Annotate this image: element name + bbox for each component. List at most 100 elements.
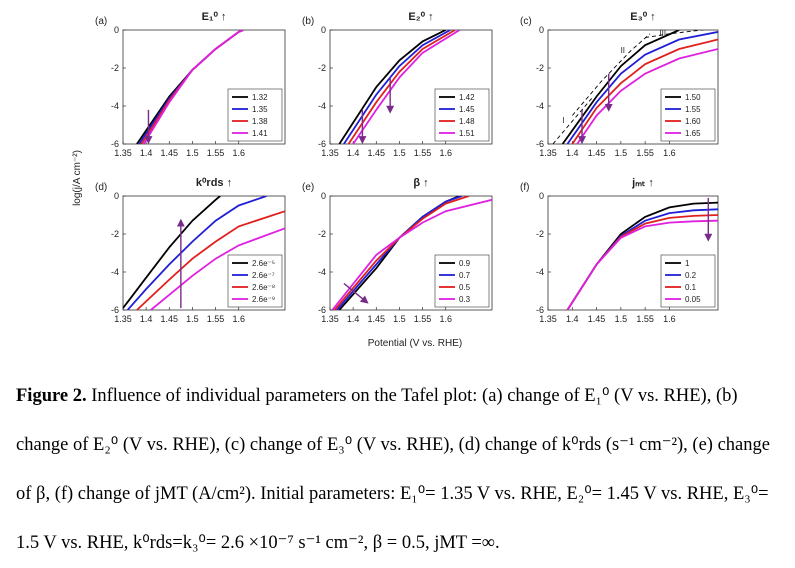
x-axis-label: Potential (V vs. RHE) [368, 338, 462, 349]
legend-label: 2.6e⁻⁷ [252, 271, 275, 280]
x-tick-label: 1.55 [414, 314, 432, 324]
axes-frame [329, 195, 493, 311]
legend-label: 1.65 [685, 129, 701, 138]
x-tick-label: 1.55 [414, 148, 432, 158]
panel-title: E₂⁰ ↑ [408, 11, 433, 23]
trend-arrow [343, 282, 369, 304]
legend: 0.9 0.7 0.5 0.3 [434, 254, 490, 308]
y-tick-label: -2 [318, 63, 326, 73]
legend: 1.42 1.45 1.48 1.51 [434, 88, 490, 142]
panel-title: k⁰rds ↑ [196, 177, 232, 189]
x-tick-label: 1.45 [588, 314, 606, 324]
series-line [352, 30, 461, 144]
legend-label: 1.35 [252, 105, 268, 114]
caption-label: Figure 2. [16, 386, 87, 406]
panel-letter: (a) [95, 16, 107, 27]
panel-a: 1.35 1.4 1.45 1.5 1.55 1.6 0 -2 -4 -6 (a) E₁⁰ ↑ 1.32… [95, 11, 286, 158]
guide-line [552, 98, 593, 144]
plot-area [331, 196, 492, 310]
y-tick-label: 0 [114, 25, 119, 35]
plot-area [338, 30, 461, 144]
y-tick-label: -4 [111, 101, 119, 111]
x-tick-label: 1.35 [539, 314, 557, 324]
legend-label: 1.55 [685, 105, 701, 114]
x-tick-label: 1.45 [368, 314, 386, 324]
legend-label: 0.1 [685, 283, 697, 292]
panel-letter: (b) [302, 16, 314, 27]
x-tick-label: 1.35 [321, 148, 339, 158]
x-tick-label: 1.5 [186, 314, 199, 324]
guide-line [571, 33, 651, 116]
tafel-figure: log(j/A cm⁻²) Potential (V vs. RHE) 1.35… [72, 11, 719, 349]
series-line [566, 31, 718, 144]
plot-area [136, 30, 244, 144]
panels: 1.35 1.4 1.45 1.5 1.55 1.60-2-4-6(a) E₁⁰ ↑1.32… [95, 11, 719, 324]
y-tick-label: -4 [318, 267, 326, 277]
series-line [333, 196, 470, 310]
legend-label: 0.05 [685, 295, 701, 304]
legend-label: 1.45 [459, 105, 475, 114]
guide-line [645, 30, 706, 39]
y-tick-label: 0 [539, 25, 544, 35]
x-tick-label: 1.5 [615, 148, 628, 158]
y-tick-label: -2 [111, 63, 119, 73]
series-line [576, 48, 718, 144]
legend-label: 1.50 [685, 93, 701, 102]
x-tick-label: 1.6 [663, 314, 676, 324]
x-tick-label: 1.4 [566, 148, 579, 158]
series-line [338, 30, 447, 144]
x-tick-label: 1.5 [393, 148, 406, 158]
y-tick-label: 0 [321, 25, 326, 35]
guide-label: I [562, 116, 564, 125]
panel-title: E₃⁰ ↑ [630, 11, 655, 23]
axes-frame [329, 29, 493, 145]
series-line [331, 198, 492, 310]
legend: 1.50 1.55 1.60 1.65 [660, 88, 716, 142]
x-tick-label: 1.55 [207, 314, 225, 324]
panel-letter: (c) [520, 16, 532, 27]
panel-f: 1.35 1.4 1.45 1.5 1.55 1.6 0 -2 -4 -6 (f) jₘₜ ↑ 1 0.2… [520, 177, 719, 324]
panel-title: E₁⁰ ↑ [202, 11, 227, 23]
panel-letter: (e) [302, 182, 314, 193]
y-tick-label: -6 [111, 139, 119, 149]
x-tick-label: 1.45 [161, 314, 179, 324]
y-tick-label: -4 [111, 267, 119, 277]
y-tick-label: -6 [536, 305, 544, 315]
x-tick-label: 1.6 [439, 314, 452, 324]
x-tick-label: 1.4 [140, 148, 153, 158]
x-tick-label: 1.4 [347, 148, 360, 158]
series-line [566, 219, 718, 310]
panel-c: 1.35 1.4 1.45 1.5 1.55 1.60-2-4-6(c) E₃⁰ ↑IIII… [520, 11, 719, 158]
series-line [136, 210, 285, 310]
y-tick-label: 0 [114, 191, 119, 201]
x-tick-label: 1.6 [232, 314, 245, 324]
legend: 2.6e⁻⁵ 2.6e⁻⁷ 2.6e⁻⁸ 2.6e⁻⁹ [227, 254, 283, 308]
x-tick-label: 1.35 [321, 314, 339, 324]
x-tick-label: 1.35 [114, 148, 132, 158]
series-line [561, 30, 680, 144]
y-tick-label: -2 [536, 63, 544, 73]
series-line [343, 30, 451, 144]
panel-letter: (d) [95, 182, 107, 193]
x-tick-label: 1.35 [114, 314, 132, 324]
legend-label: 0.9 [459, 259, 471, 268]
caption-text: Influence of individual parameters on th… [16, 386, 770, 553]
series-line [143, 30, 244, 144]
y-tick-label: -6 [318, 305, 326, 315]
x-tick-label: 1.35 [539, 148, 557, 158]
y-tick-label: -6 [318, 139, 326, 149]
legend-label: 0.7 [459, 271, 471, 280]
x-tick-label: 1.55 [636, 314, 654, 324]
y-tick-label: -6 [111, 305, 119, 315]
x-tick-label: 1.55 [636, 148, 654, 158]
y-tick-label: -4 [318, 101, 326, 111]
axes-frame [547, 29, 719, 145]
x-tick-label: 1.5 [615, 314, 628, 324]
legend-label: 1.51 [459, 129, 475, 138]
panel-letter: (f) [520, 182, 529, 193]
y-tick-label: 0 [321, 191, 326, 201]
legend-label: 1.41 [252, 129, 268, 138]
legend-label: 0.2 [685, 271, 697, 280]
panel-b: 1.35 1.4 1.45 1.5 1.55 1.6 0 -2 -4 -6 (b) E₂⁰ ↑ 1.42… [302, 11, 493, 158]
x-tick-label: 1.45 [368, 148, 386, 158]
